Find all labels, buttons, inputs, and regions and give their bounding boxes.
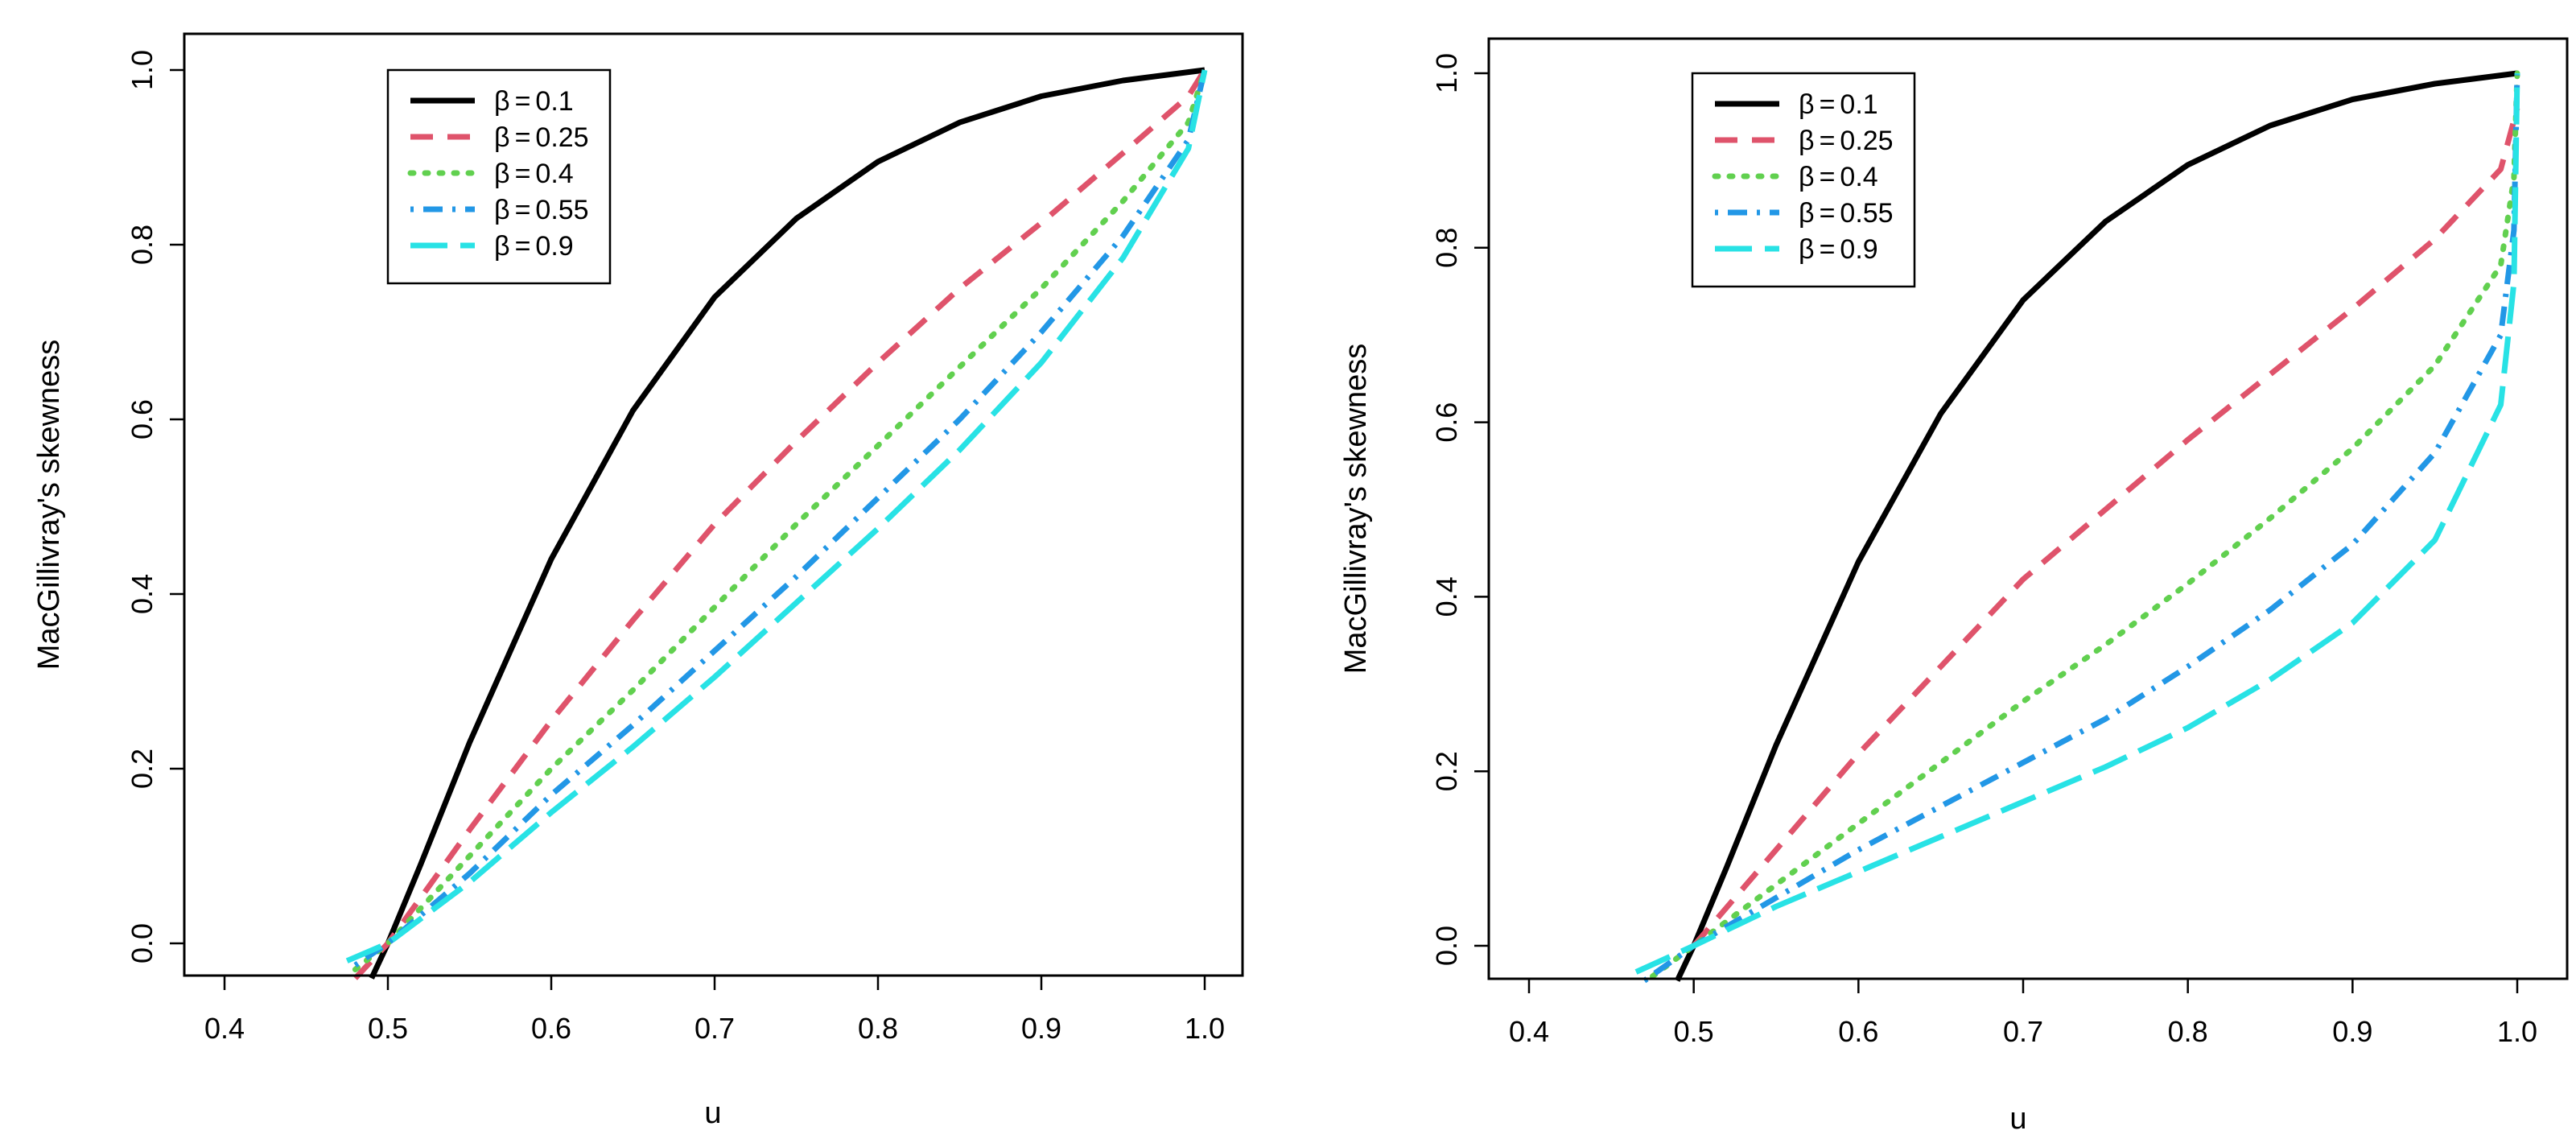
- beta-symbol: β: [494, 231, 510, 262]
- left-x-axis-title: u: [704, 1096, 721, 1130]
- right-series-line-5: [1634, 72, 2520, 975]
- beta-value: 0.4: [1840, 162, 1877, 192]
- left-y-tick-label: 0.0: [126, 923, 159, 963]
- right-y-tick-label: 0.0: [1430, 926, 1463, 966]
- left-legend-label-3: β = 0.4: [494, 159, 574, 189]
- right-x-tick-label: 0.9: [2332, 1015, 2372, 1048]
- right-y-tick-label: 0.2: [1430, 751, 1463, 791]
- beta-value: 0.55: [1840, 198, 1893, 229]
- left-chart-panel: 0.4 0.5 0.6 0.7 0.8 0.9 1.0 0.0 0.2 0.4 0.6 0.8 1.0…: [32, 32, 1244, 1130]
- beta-value: 0.9: [1840, 234, 1877, 265]
- right-legend-label-3: β = 0.4: [1799, 162, 1878, 192]
- left-y-tick-label: 0.2: [126, 749, 159, 789]
- right-series-line-1: [1675, 70, 2518, 982]
- left-y-axis-title: MacGillivray's skewness: [32, 340, 66, 670]
- left-x-tick-label: 0.5: [368, 1012, 408, 1045]
- equals-sign: =: [515, 231, 531, 262]
- right-legend-label-5: β = 0.9: [1799, 234, 1878, 265]
- equals-sign: =: [1820, 198, 1836, 229]
- left-series-line-5: [345, 69, 1208, 963]
- equals-sign: =: [1820, 234, 1836, 265]
- right-y-axis: 0.0 0.2 0.4 0.6 0.8 1.0: [1430, 53, 1489, 966]
- right-series-line-2: [1692, 107, 2520, 948]
- left-y-axis: 0.0 0.2 0.4 0.6 0.8 1.0: [126, 50, 184, 963]
- beta-symbol: β: [494, 159, 510, 189]
- left-x-tick-label: 0.8: [858, 1012, 898, 1045]
- beta-value: 0.55: [535, 195, 588, 225]
- right-x-tick-label: 0.4: [1509, 1015, 1549, 1048]
- left-legend-label-2: β = 0.25: [494, 122, 589, 153]
- left-legend-label-5: β = 0.9: [494, 231, 574, 262]
- beta-symbol: β: [494, 86, 510, 117]
- left-series-line-4: [353, 69, 1208, 968]
- equals-sign: =: [1820, 89, 1836, 120]
- left-series-line-1: [369, 67, 1206, 980]
- left-x-tick-label: 0.9: [1021, 1012, 1061, 1045]
- left-x-tick-label: 1.0: [1185, 1012, 1225, 1045]
- left-plot-frame: [183, 32, 1244, 977]
- beta-symbol: β: [1799, 89, 1815, 120]
- left-series-line-2: [352, 68, 1207, 980]
- right-chart-panel: 0.4 0.5 0.6 0.7 0.8 0.9 1.0 0.0 0.2 0.4 0.6 0.8 1.0…: [1339, 37, 2569, 1136]
- right-y-axis-title: MacGillivray's skewness: [1339, 344, 1373, 675]
- right-x-tick-label: 0.5: [1674, 1015, 1714, 1048]
- right-x-axis-title: u: [2009, 1102, 2026, 1136]
- left-series-line-3: [352, 67, 1208, 972]
- equals-sign: =: [515, 195, 531, 225]
- right-legend: β = 0.1β = 0.25β = 0.4β = 0.55β = 0.9: [1691, 72, 1916, 288]
- right-x-tick-label: 0.6: [1838, 1015, 1878, 1048]
- beta-symbol: β: [1799, 162, 1815, 192]
- left-y-tick-label: 0.6: [126, 399, 159, 439]
- right-x-tick-label: 1.0: [2497, 1015, 2537, 1048]
- left-y-tick-label: 1.0: [126, 50, 159, 90]
- right-legend-label-4: β = 0.55: [1799, 198, 1894, 229]
- equals-sign: =: [1820, 126, 1836, 156]
- left-x-tick-label: 0.4: [204, 1012, 245, 1045]
- beta-value: 0.1: [535, 86, 573, 117]
- right-y-tick-label: 0.8: [1430, 228, 1463, 268]
- beta-value: 0.1: [1840, 89, 1877, 120]
- beta-value: 0.4: [535, 159, 573, 189]
- beta-symbol: β: [494, 195, 510, 225]
- beta-symbol: β: [1799, 198, 1815, 229]
- left-legend: β = 0.1β = 0.25β = 0.4β = 0.55β = 0.9: [386, 68, 612, 285]
- left-y-tick-label: 0.4: [126, 574, 159, 614]
- beta-value: 0.9: [535, 231, 573, 262]
- left-series-lines: [345, 67, 1208, 980]
- beta-value: 0.25: [535, 122, 588, 153]
- left-legend-label-4: β = 0.55: [494, 195, 589, 225]
- left-x-tick-label: 0.7: [694, 1012, 735, 1045]
- equals-sign: =: [515, 86, 531, 117]
- right-x-tick-label: 0.8: [2168, 1015, 2208, 1048]
- beta-value: 0.25: [1840, 126, 1893, 156]
- right-legend-label-1: β = 0.1: [1799, 89, 1878, 120]
- equals-sign: =: [515, 159, 531, 189]
- beta-symbol: β: [1799, 234, 1815, 265]
- left-x-axis: 0.4 0.5 0.6 0.7 0.8 0.9 1.0: [204, 976, 1225, 1045]
- right-series-line-3: [1650, 70, 2520, 980]
- equals-sign: =: [1820, 162, 1836, 192]
- left-legend-label-1: β = 0.1: [494, 86, 574, 117]
- left-y-tick-label: 0.8: [126, 225, 159, 265]
- right-series-lines: [1634, 70, 2520, 984]
- equals-sign: =: [515, 122, 531, 153]
- left-x-tick-label: 0.6: [531, 1012, 571, 1045]
- right-x-axis: 0.4 0.5 0.6 0.7 0.8 0.9 1.0: [1509, 979, 2537, 1048]
- right-x-tick-label: 0.7: [2003, 1015, 2043, 1048]
- right-plot-frame: [1487, 37, 2569, 980]
- right-y-tick-label: 1.0: [1430, 53, 1463, 93]
- right-y-tick-label: 0.6: [1430, 402, 1463, 443]
- right-series-line-4: [1642, 72, 2520, 984]
- beta-symbol: β: [1799, 126, 1815, 156]
- right-legend-label-2: β = 0.25: [1799, 126, 1894, 156]
- right-y-tick-label: 0.4: [1430, 576, 1463, 617]
- beta-symbol: β: [494, 122, 510, 153]
